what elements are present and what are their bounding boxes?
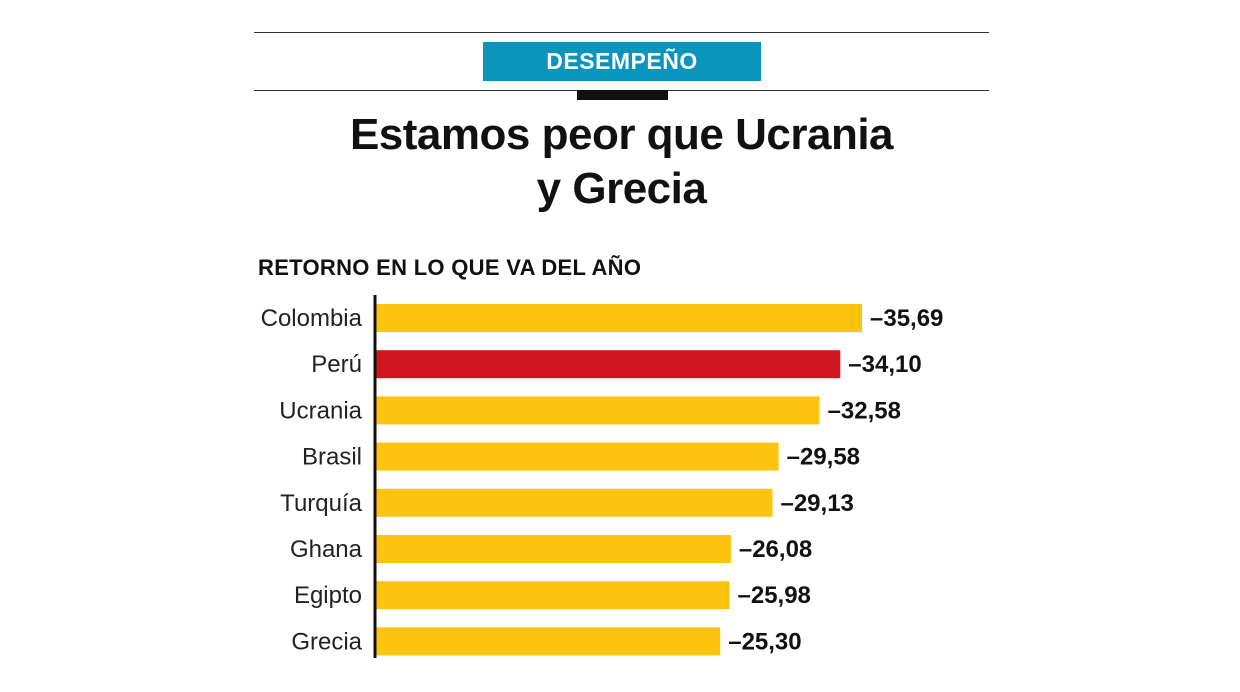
- category-label: Brasil: [302, 444, 362, 471]
- bar-1: [375, 350, 841, 379]
- value-label: –25,98: [738, 582, 811, 609]
- value-label: –34,10: [848, 351, 921, 378]
- headline-line-1: Estamos peor que Ucrania: [349, 110, 894, 159]
- accent-bar: [577, 90, 668, 100]
- value-label: –26,08: [739, 536, 812, 563]
- value-label: –35,69: [870, 305, 943, 332]
- chart-title: RETORNO EN LO QUE VA DEL AÑO: [258, 255, 642, 280]
- category-label: Egipto: [294, 582, 362, 609]
- section-tag: DESEMPEÑO: [483, 42, 761, 81]
- bar-4: [375, 488, 773, 517]
- category-label: Perú: [311, 351, 362, 378]
- value-label: –32,58: [828, 397, 901, 424]
- category-label: Grecia: [291, 628, 362, 655]
- value-label: –25,30: [728, 628, 801, 655]
- value-label: –29,58: [787, 444, 860, 471]
- bar-6: [375, 581, 730, 610]
- top-rule: [254, 32, 989, 33]
- category-label: Colombia: [261, 305, 363, 332]
- bar-5: [375, 535, 731, 563]
- bar-3: [375, 442, 779, 471]
- category-label: Turquía: [280, 490, 362, 517]
- bar-7: [375, 627, 721, 656]
- bar-0: [375, 304, 862, 332]
- value-label: –29,13: [780, 490, 853, 517]
- category-label: Ucrania: [279, 397, 362, 424]
- category-label: Ghana: [290, 536, 363, 563]
- headline-line-2: y Grecia: [536, 164, 707, 213]
- bar-2: [375, 396, 820, 425]
